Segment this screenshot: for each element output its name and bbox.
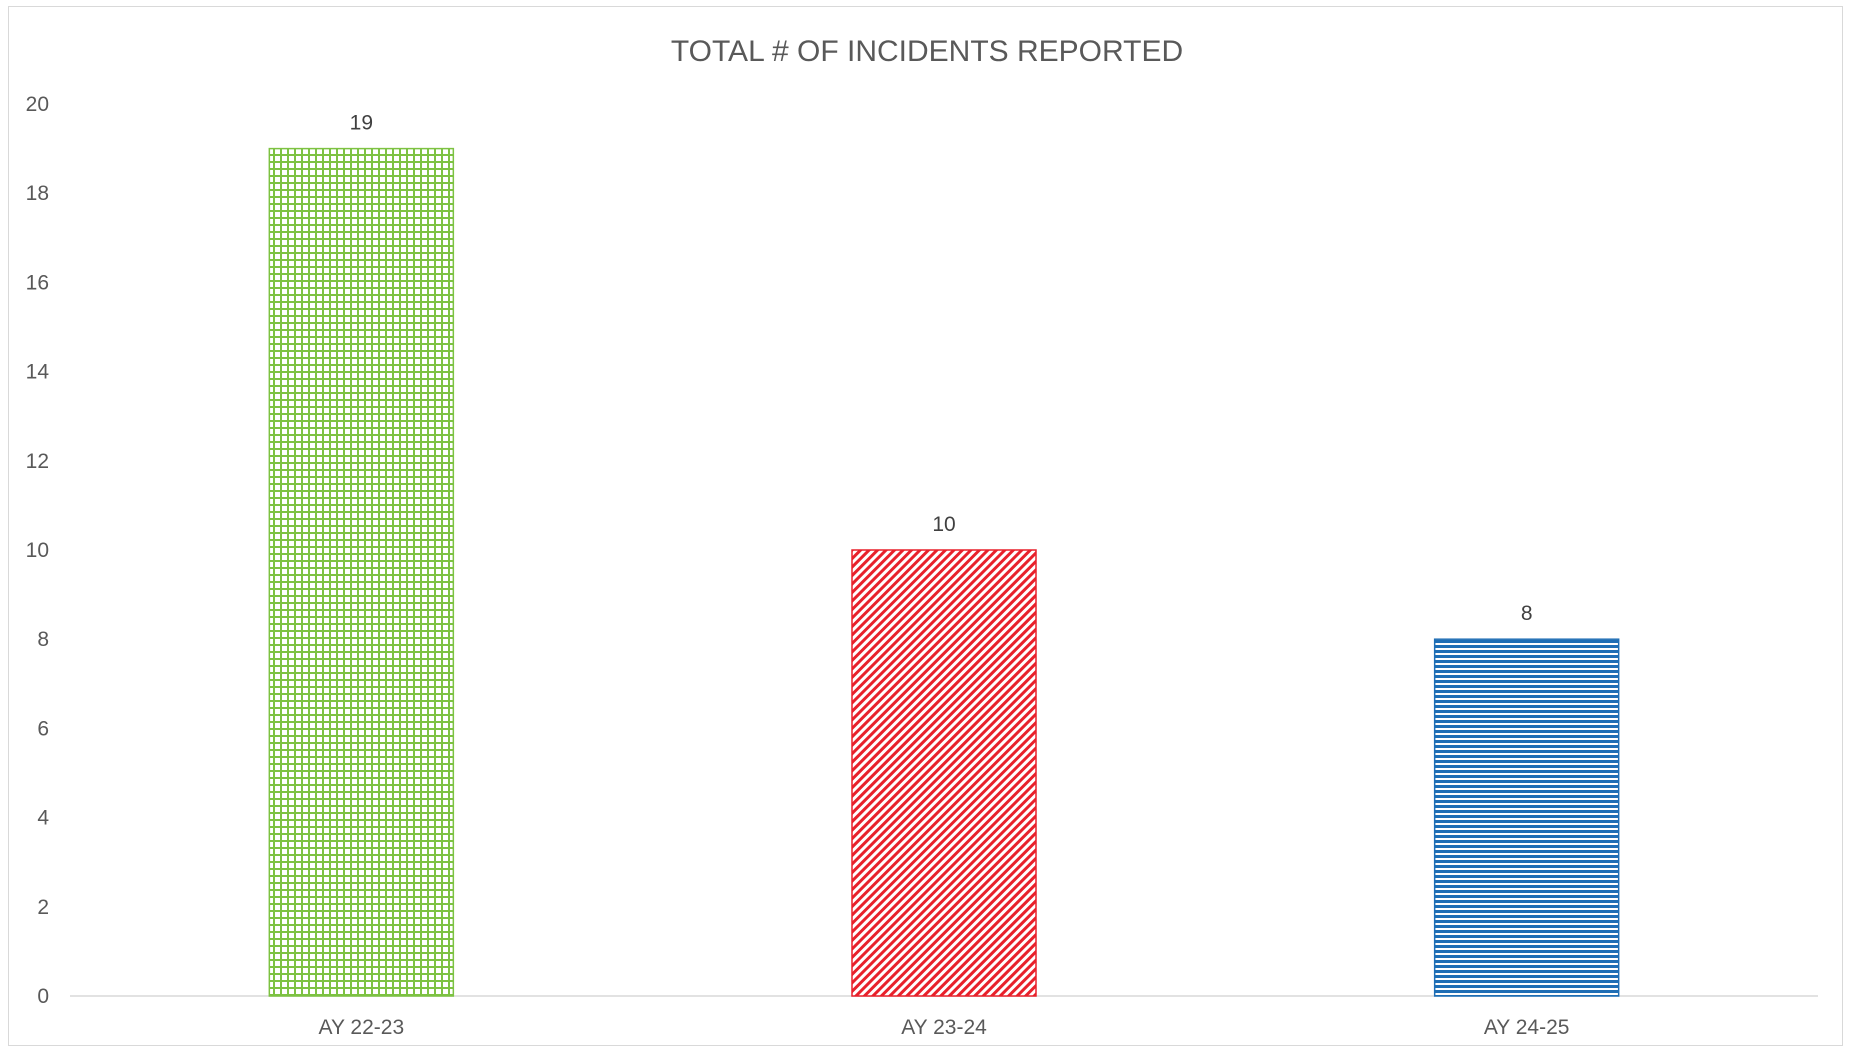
bar: [851, 549, 1037, 997]
y-tick-label: 6: [37, 717, 49, 740]
x-category-label: AY 22-23: [319, 1016, 405, 1039]
bar-data-label: 10: [932, 513, 955, 536]
y-tick-label: 18: [26, 182, 49, 205]
y-tick-label: 2: [37, 896, 49, 919]
bar: [1433, 638, 1620, 997]
data-labels: 19 10 8: [350, 112, 1533, 626]
y-tick-label: 20: [26, 93, 49, 116]
x-category-label: AY 23-24: [901, 1016, 987, 1039]
y-tick-label: 8: [37, 628, 49, 651]
y-tick-label: 4: [37, 807, 49, 830]
bar-series: [268, 147, 1620, 997]
y-tick-label: 0: [37, 985, 49, 1008]
y-tick-label: 14: [26, 361, 50, 384]
chart-title: TOTAL # OF INCIDENTS REPORTED: [671, 35, 1183, 68]
y-tick-label: 10: [26, 539, 49, 562]
y-tick-label: 12: [26, 450, 49, 473]
bar: [268, 147, 455, 997]
bar-data-label: 19: [350, 112, 373, 135]
x-category-label: AY 24-25: [1484, 1016, 1570, 1039]
bar-data-label: 8: [1521, 602, 1533, 625]
y-axis-tick-labels: 0 2 4 6 8 10 12 14 16 18 20: [26, 93, 50, 1008]
y-tick-label: 16: [26, 271, 49, 294]
x-axis-category-labels: AY 22-23 AY 23-24 AY 24-25: [319, 1016, 1570, 1039]
